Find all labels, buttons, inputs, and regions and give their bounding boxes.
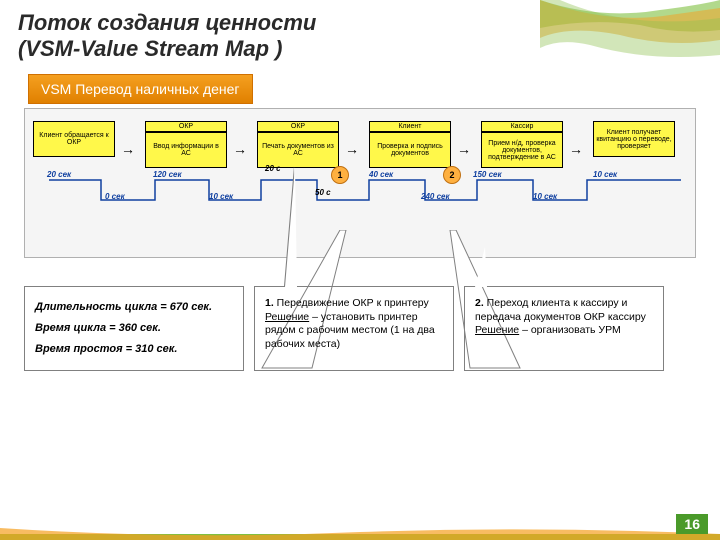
- metric-cycle-time: Время цикла = 360 сек.: [35, 318, 233, 339]
- arrow-0: →: [121, 141, 139, 157]
- process-3-actor: Клиент: [369, 121, 451, 132]
- process-3-action: Проверка и подпись документов: [369, 132, 451, 168]
- time-up-4: 150 сек: [473, 170, 502, 179]
- process-1-action: Ввод информации в АС: [145, 132, 227, 168]
- timeline: 20 сек 120 сек 20 с 40 сек 150 сек 10 се…: [33, 172, 687, 212]
- time-up-1: 120 сек: [153, 170, 182, 179]
- time-dn-2: 50 с: [315, 188, 331, 197]
- page-number: 16: [676, 514, 708, 534]
- metric-idle-time: Время простоя = 310 сек.: [35, 339, 233, 360]
- arrow-1: →: [233, 141, 251, 157]
- process-1-actor: ОКР: [145, 121, 227, 132]
- bottom-decoration: [0, 528, 720, 540]
- callout-badge-1: 1: [331, 166, 349, 184]
- bottom-row: Длительность цикла = 670 сек. Время цикл…: [24, 286, 696, 371]
- process-4-actor: Кассир: [481, 121, 563, 132]
- time-up-5: 10 сек: [593, 170, 617, 179]
- arrow-2: →: [345, 141, 363, 157]
- arrow-3: →: [457, 141, 475, 157]
- process-4: Кассир Прием н/д, проверка документов, п…: [481, 121, 563, 168]
- c2-sol-label: Решение: [475, 324, 519, 336]
- callout-box-2: 2. Переход клиента к кассиру и передача …: [464, 286, 664, 371]
- time-dn-4: 10 сек: [533, 192, 557, 201]
- c1-num: 1.: [265, 297, 274, 309]
- arrow-4: →: [569, 141, 587, 157]
- time-dn-0: 0 сек: [105, 192, 125, 201]
- title-line2-end: ): [269, 36, 282, 61]
- callout-badge-2: 2: [443, 166, 461, 184]
- c2-num: 2.: [475, 297, 484, 309]
- title-line2-italic: Value Stream Map: [80, 36, 269, 61]
- subtitle-text: VSM Перевод наличных денег: [41, 81, 240, 97]
- c1-text1: Передвижение ОКР к принтеру: [274, 297, 429, 309]
- callout-box-1: 1. Передвижение ОКР к принтеру Решение –…: [254, 286, 454, 371]
- time-up-2: 20 с: [265, 164, 281, 173]
- title-line1: Поток создания ценности: [18, 10, 316, 35]
- c2-text1: Переход клиента к кассиру и передача док…: [475, 297, 646, 323]
- process-2-action: Печать документов из АС: [257, 132, 339, 168]
- vsm-diagram-panel: Клиент обращается к ОКР → ОКР Ввод инфор…: [24, 108, 696, 258]
- process-5: Клиент получает квитанцию о переводе, пр…: [593, 121, 675, 157]
- process-0-action: Клиент обращается к ОКР: [33, 121, 115, 157]
- time-dn-3: 240 сек: [421, 192, 450, 201]
- process-0: Клиент обращается к ОКР: [33, 121, 115, 157]
- time-dn-1: 10 сек: [209, 192, 233, 201]
- process-3: Клиент Проверка и подпись документов: [369, 121, 451, 168]
- time-up-3: 40 сек: [369, 170, 393, 179]
- corner-decoration: [540, 0, 720, 100]
- subtitle-bar: VSM Перевод наличных денег: [28, 74, 253, 104]
- c1-sol-label: Решение: [265, 311, 309, 323]
- metric-cycle-duration: Длительность цикла = 670 сек.: [35, 297, 233, 318]
- process-2: ОКР Печать документов из АС: [257, 121, 339, 168]
- metrics-box: Длительность цикла = 670 сек. Время цикл…: [24, 286, 244, 371]
- process-row: Клиент обращается к ОКР → ОКР Ввод инфор…: [33, 121, 687, 168]
- time-up-0: 20 сек: [47, 170, 71, 179]
- process-1: ОКР Ввод информации в АС: [145, 121, 227, 168]
- title-line2-prefix: (VSM-: [18, 36, 80, 61]
- process-5-action: Клиент получает квитанцию о переводе, пр…: [593, 121, 675, 157]
- c2-sol-text: – организовать УРМ: [519, 324, 621, 336]
- process-4-action: Прием н/д, проверка документов, подтверж…: [481, 132, 563, 168]
- process-2-actor: ОКР: [257, 121, 339, 132]
